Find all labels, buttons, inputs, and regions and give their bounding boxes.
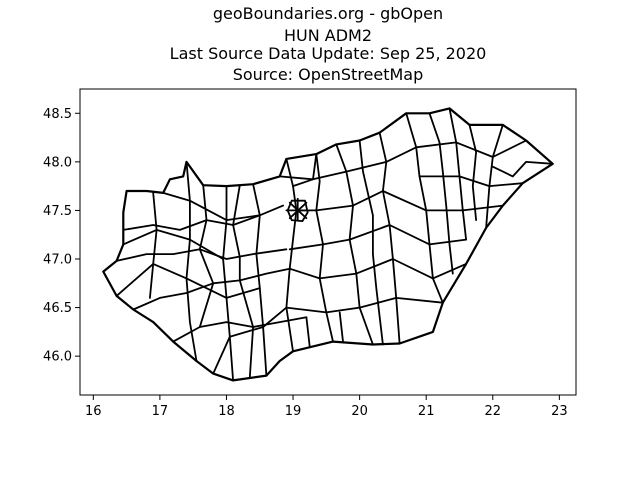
district-boundary — [295, 190, 504, 212]
district-boundary — [149, 192, 158, 299]
district-boundary — [358, 139, 384, 346]
x-tick-label: 20 — [351, 404, 368, 419]
x-tick-label: 22 — [485, 404, 502, 419]
district-boundary — [115, 263, 261, 299]
district-boundary — [418, 175, 524, 187]
district-boundary — [252, 183, 268, 377]
y-tick-label: 48.0 — [43, 155, 72, 170]
district-boundary — [305, 316, 311, 348]
district-boundary — [198, 184, 215, 328]
x-tick-label: 17 — [152, 404, 169, 419]
district-boundary — [278, 139, 527, 181]
x-axis: 16 17 18 19 20 21 22 23 — [85, 395, 568, 419]
title-line-1: geoBoundaries.org - gbOpen — [213, 4, 443, 23]
map-layer — [102, 107, 554, 382]
district-boundary — [185, 161, 198, 362]
y-tick-label: 46.5 — [43, 301, 72, 316]
title-line-4: Source: OpenStreetMap — [233, 65, 424, 84]
y-axis: 46.0 46.5 47.0 47.5 48.0 48.5 — [43, 107, 80, 365]
y-tick-label: 47.0 — [43, 253, 72, 268]
district-boundary — [292, 153, 318, 187]
x-tick-label: 21 — [418, 404, 435, 419]
x-tick-label: 16 — [85, 404, 102, 419]
district-boundary — [122, 229, 224, 260]
budapest-district-boundary — [286, 199, 309, 222]
district-boundary — [212, 306, 288, 375]
y-tick-label: 46.0 — [43, 350, 72, 365]
figure-title: geoBoundaries.org - gbOpen HUN ADM2 Last… — [170, 4, 487, 84]
district-boundary — [222, 185, 234, 382]
district-boundary — [285, 297, 444, 314]
district-boundary — [172, 316, 308, 343]
y-tick-label: 47.5 — [43, 204, 72, 219]
title-line-3: Last Source Data Update: Sep 25, 2020 — [170, 44, 487, 63]
axes-frame — [79, 88, 577, 396]
district-boundary — [232, 184, 254, 379]
x-tick-label: 18 — [218, 404, 235, 419]
y-tick-label: 48.5 — [43, 107, 72, 122]
x-tick-label: 19 — [285, 404, 302, 419]
district-boundary — [288, 224, 467, 251]
district-boundary — [162, 192, 261, 221]
district-boundary — [468, 124, 477, 221]
district-boundary — [428, 112, 454, 275]
district-boundary — [338, 311, 344, 343]
title-line-2: HUN ADM2 — [284, 26, 372, 45]
district-boundary — [491, 161, 554, 178]
x-tick-label: 23 — [551, 404, 568, 419]
